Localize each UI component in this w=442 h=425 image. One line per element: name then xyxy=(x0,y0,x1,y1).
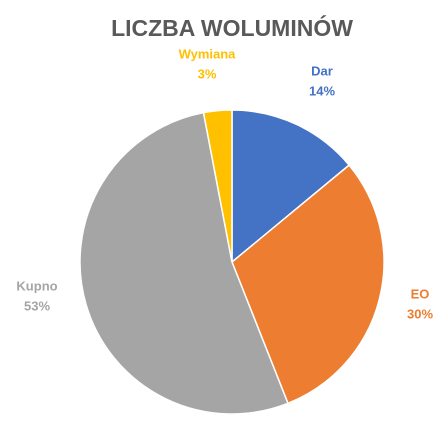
pie-slice xyxy=(231,164,385,405)
pie-slice xyxy=(202,109,233,263)
slice-value-label: 14% xyxy=(309,83,335,98)
slice-category-label: EO xyxy=(411,286,430,301)
pie-slice xyxy=(79,111,289,415)
slice-category-label: Dar xyxy=(311,63,333,78)
slice-value-label: 3% xyxy=(198,66,217,81)
slice-category-label: Kupno xyxy=(16,278,57,293)
chart-title: LICZBA WOLUMINÓW xyxy=(111,14,353,41)
slice-category-label: Wymiana xyxy=(179,46,237,61)
pie-slice xyxy=(231,109,351,264)
slice-value-label: 53% xyxy=(24,298,50,313)
slice-value-label: 30% xyxy=(407,306,433,321)
